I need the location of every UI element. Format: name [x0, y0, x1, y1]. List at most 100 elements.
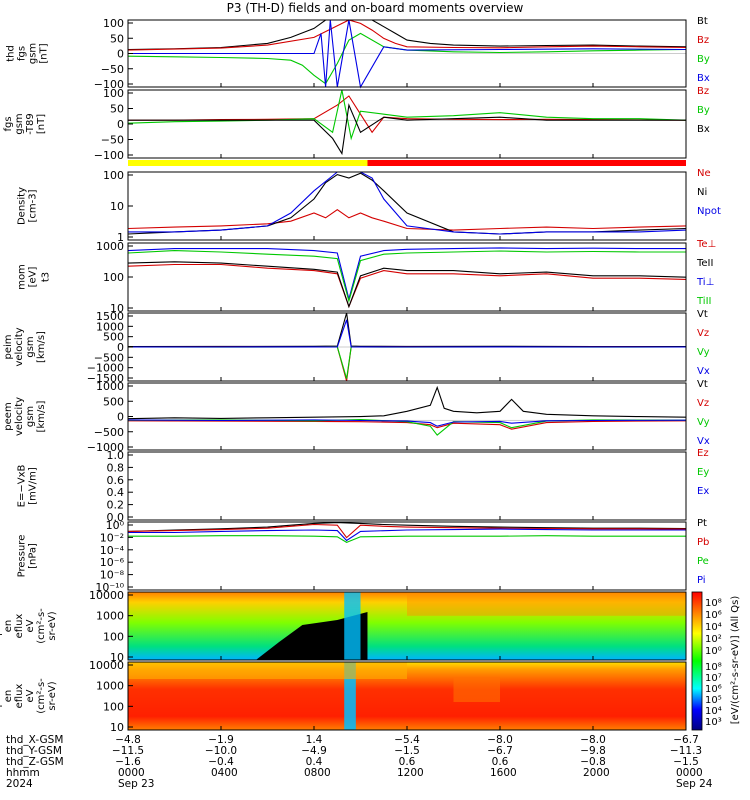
y-axis-label-line: peem: [3, 402, 14, 430]
y-axis-label-line: gsm: [25, 336, 36, 357]
y-tick-label: 10⁻¹⁰: [95, 581, 124, 594]
legend-Vt: Vt: [697, 379, 708, 390]
x-axis-value: −11.5: [112, 745, 144, 757]
plot-area: [128, 243, 686, 311]
colorbar-tick-label: 10⁶: [705, 684, 722, 695]
panel-fgs: 100 50 0 −50 −100 thd fgs gsm [nT] Bt Bz By Bx: [6, 16, 710, 91]
y-tick-label: −500: [94, 351, 124, 364]
legend-Pb: Pb: [697, 537, 709, 548]
y-tick-label: 10: [110, 302, 124, 315]
y-axis-label: thdpeirenefluxeV(cm²-s-sr-eV): [0, 608, 58, 644]
y-axis-label: Density [cm-3]: [17, 187, 39, 225]
panel-density: 100 10 1 Density [cm-3] Ne Ni Npot: [17, 168, 721, 244]
x-axis-value: −0.8: [580, 756, 606, 768]
x-axis-value: −4.8: [115, 734, 141, 746]
y-axis-label-line: velocity: [14, 397, 25, 436]
legend-Vt: Vt: [697, 309, 708, 320]
series-line-Vx: [128, 319, 686, 348]
y-axis-label-line: fgs: [3, 116, 14, 131]
y-axis-label-line: mom: [17, 264, 28, 290]
legend-By: By: [697, 105, 710, 116]
x-axis-value: −11.3: [670, 745, 702, 757]
legend-TeII: TeII: [696, 258, 713, 269]
y-axis-label-line: sr-eV): [47, 611, 58, 640]
y-tick-label: −50: [101, 63, 124, 76]
y-tick-label: 1000: [96, 240, 124, 253]
x-axis-value: 0.6: [399, 756, 416, 768]
x-axis-value: 1200: [397, 767, 424, 779]
x-axis-value: −10.0: [205, 745, 237, 757]
legend-Pt: Pt: [697, 518, 707, 529]
y-tick-label: 1500: [96, 310, 124, 323]
y-axis-label-line: eflux: [14, 684, 25, 709]
y-tick-label: 0: [117, 118, 124, 131]
x-axis-value: 0.6: [492, 756, 509, 768]
y-tick-label: 100: [103, 630, 124, 643]
y-axis-label-line: [mV/m]: [28, 467, 39, 505]
y-tick-label: 10⁻⁶: [100, 556, 125, 569]
y-axis-label-line: en: [3, 620, 14, 633]
x-axis-value: 0400: [211, 767, 238, 779]
legend-Ex: Ex: [697, 486, 709, 497]
spectrogram-image: [128, 592, 686, 660]
y-axis-label: E=−VxB [mV/m]: [17, 465, 39, 508]
x-axis-value: 0000: [676, 767, 703, 779]
x-axis-value: 0800: [304, 767, 331, 779]
x-axis-value: 0000: [118, 767, 145, 779]
y-tick-label: 100: [103, 87, 124, 100]
legend-Vy: Vy: [697, 347, 710, 358]
colorbar-tick-label: 10⁴: [705, 706, 722, 717]
x-axis-row-label: thd_Y-GSM: [6, 745, 62, 757]
x-axis-value: 1600: [490, 767, 517, 779]
y-tick-label: −100: [94, 149, 124, 162]
page-title: P3 (TH-D) fields and on-board moments ov…: [226, 1, 524, 15]
x-axis-row-label: thd_Z-GSM: [6, 756, 64, 768]
mode-bar-segment: [367, 160, 686, 166]
colorbar-tick-label: 10²: [705, 634, 722, 645]
y-tick-label: 1000: [96, 680, 124, 693]
legend-Bt: Bt: [697, 16, 708, 27]
legend-Bz: Bz: [697, 35, 709, 46]
y-axis-label-line: [nT]: [39, 43, 50, 63]
y-axis-label-line: peir: [0, 615, 3, 635]
series-line-Bx: [128, 103, 686, 156]
legend-Ey: Ey: [697, 467, 709, 478]
series-line-Pi: [128, 528, 686, 542]
y-tick-label: 10⁻⁸: [100, 569, 125, 582]
series-line-Vt: [127, 385, 687, 420]
y-tick-label: 1.0: [107, 449, 125, 462]
y-tick-label: −1000: [87, 441, 124, 454]
y-axis-label-line: (cm²-s-: [36, 608, 47, 644]
legend-Bx: Bx: [697, 73, 710, 84]
panel-electron_velocity: 1000 500 0 −500 −1000 thd peem velocity gsm [km/s…: [0, 379, 710, 454]
y-axis-label-line: t3: [41, 272, 52, 282]
colorbar-tick-label: 10⁶: [705, 610, 722, 621]
x-axis-value: −5.4: [394, 734, 420, 746]
y-axis-label-line: [km/s]: [36, 331, 47, 363]
y-axis-label-line: thd: [0, 116, 3, 133]
y-axis-label-line: en: [3, 690, 14, 703]
series-line-Bz: [127, 19, 687, 51]
y-tick-label: 50: [110, 32, 124, 45]
y-tick-label: 50: [110, 103, 124, 116]
series-line-Bx: [128, 19, 687, 89]
y-axis-label-line: [cm-3]: [28, 189, 39, 222]
colorbar-tick-label: 10⁸: [705, 598, 722, 609]
x-axis-value: −6.7: [487, 745, 513, 757]
x-axis-value: −8.0: [487, 734, 513, 746]
series-line-Ne: [127, 209, 687, 231]
y-tick-label: −500: [94, 426, 124, 439]
y-tick-label: 0.4: [107, 486, 125, 499]
y-tick-label: 10⁻⁴: [100, 544, 125, 557]
x-axis-value: −1.5: [394, 745, 420, 757]
series-line-TiII: [127, 250, 686, 304]
x-axis-value: −1.6: [115, 756, 141, 768]
plot-area: [128, 172, 686, 240]
panel-fgs_hp: 100 50 0 −50 −100 thd fgs gsm -T89 [nT] Bz By Bx: [0, 86, 710, 162]
y-tick-label: 10: [110, 651, 124, 664]
legend-Bx: Bx: [697, 124, 710, 135]
x-axis-value: −1.9: [208, 734, 234, 746]
y-axis-label: thd peem velocity gsm [km/s]: [0, 397, 47, 436]
y-axis-label-line: E=−VxB: [17, 465, 28, 508]
